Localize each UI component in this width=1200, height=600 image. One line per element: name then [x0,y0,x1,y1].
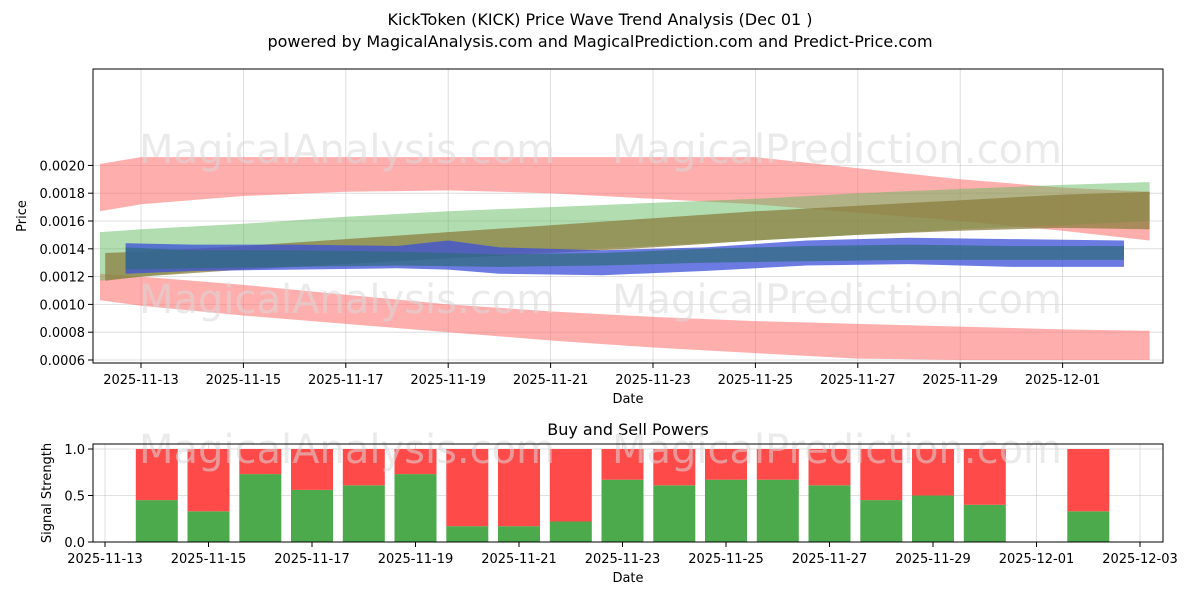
sell-bar [446,449,489,527]
sell-bar [1067,449,1110,512]
sell-bar [860,449,903,501]
price-x-tick-label: 2025-11-23 [615,373,691,388]
sell-bar [187,449,230,512]
buy-bar [446,526,489,542]
price-panel: MagicalAnalysis.com MagicalPrediction.co… [15,68,1164,407]
signal-x-tick-label: 2025-11-15 [171,552,247,567]
sell-bar [912,449,954,496]
buy-bar [291,489,333,542]
buy-bar [239,474,282,542]
signal-x-tick-label: 2025-11-21 [481,552,557,567]
watermark-bottom-right: MagicalPrediction.com [612,427,1062,473]
buy-bar [860,500,903,542]
price-axes-frame [92,68,1164,364]
buy-bar [912,495,954,542]
price-band-layer [100,157,1150,360]
price-x-tick-label: 2025-12-01 [1025,373,1101,388]
sell-bar [291,449,333,490]
signal-y-tick-label: 1.0 [64,443,85,458]
price-bands [100,157,1150,360]
watermark-bottom-left: MagicalAnalysis.com [139,427,555,473]
price-y-tick-label: 0.0018 [40,187,86,202]
signal-title: Buy and Sell Powers [547,420,709,439]
price-x-tick-label: 2025-11-19 [410,373,486,388]
price-y-axis-label: Price [15,200,30,232]
watermark-top-left: MagicalAnalysis.com [139,127,555,173]
signal-y-axis-label: Signal Strength [40,443,55,543]
sell-bar [756,449,799,480]
sell-bar [653,449,696,486]
sell-bar [601,449,644,480]
price-x-tick-label: 2025-11-25 [718,373,794,388]
signal-y-tick-label: 0.5 [64,490,85,505]
buy-bar [808,485,851,542]
price-y-tick-label: 0.0008 [40,326,86,341]
signal-panel: Buy and Sell Powers MagicalAnalysis.com … [40,420,1178,586]
band-lower-red-wave-band [100,273,1150,360]
price-y-tick-label: 0.0010 [40,298,86,313]
price-y-tick-label: 0.0012 [40,271,86,286]
sell-bar [239,449,282,475]
buy-bar [963,504,1006,542]
signal-x-tick-label: 2025-12-01 [999,552,1075,567]
signal-x-tick-label: 2025-11-27 [792,552,868,567]
buy-bar [601,479,644,542]
price-ticks: 2025-11-13 2025-11-15 2025-11-17 2025-11-19… [40,159,1101,388]
watermark-top-right: MagicalPrediction.com [612,127,1062,173]
sell-bar [135,449,178,501]
chart-title-line2: powered by MagicalAnalysis.com and Magic… [267,32,932,51]
signal-axes-frame [92,443,1164,543]
price-x-tick-label: 2025-11-17 [308,373,384,388]
signal-x-axis-label: Date [612,571,643,586]
price-y-tick-label: 0.0014 [40,243,86,258]
sell-bar [498,449,540,527]
signal-x-tick-label: 2025-11-17 [274,552,350,567]
signal-x-tick-label: 2025-11-29 [895,552,971,567]
sell-bar [549,449,592,522]
price-y-tick-label: 0.0016 [40,215,86,230]
signal-x-tick-label: 2025-12-03 [1102,552,1178,567]
buy-bar [342,485,385,542]
signal-bars [135,449,1110,542]
buy-bar [394,474,437,542]
watermark-mid-left: MagicalAnalysis.com [139,277,555,323]
signal-x-tick-label: 2025-11-13 [67,552,143,567]
buy-bar [756,479,799,542]
sell-bar [342,449,385,486]
watermark-mid-right: MagicalPrediction.com [612,277,1062,323]
signal-y-tick-label: 0.0 [64,536,85,551]
sell-bar [705,449,747,480]
price-x-tick-label: 2025-11-27 [820,373,896,388]
price-x-tick-label: 2025-11-21 [513,373,589,388]
signal-x-tick-label: 2025-11-23 [585,552,661,567]
buy-bar [498,526,540,542]
signal-x-tick-label: 2025-11-19 [378,552,454,567]
sell-bar [394,449,437,475]
sell-bar [808,449,851,486]
band-upper-red-wave-band [100,157,1150,241]
price-y-tick-label: 0.0020 [40,159,86,174]
chart-title-line1: KickToken (KICK) Price Wave Trend Analys… [387,10,812,29]
signal-ticks: 2025-11-13 2025-11-15 2025-11-17 2025-11-19… [64,443,1177,567]
buy-bar [187,511,230,542]
price-x-tick-label: 2025-11-15 [206,373,282,388]
price-y-tick-label: 0.0006 [40,354,86,369]
price-x-axis-label: Date [612,392,643,407]
buy-bar [1067,511,1110,542]
buy-bar [705,479,747,542]
sell-bar [963,449,1006,505]
signal-x-tick-label: 2025-11-25 [688,552,764,567]
buy-bar [549,521,592,542]
price-x-tick-label: 2025-11-29 [922,373,998,388]
buy-bar [135,500,178,542]
band-teal-price-band [125,244,1125,270]
price-x-tick-label: 2025-11-13 [103,373,179,388]
buy-bar [653,485,696,542]
